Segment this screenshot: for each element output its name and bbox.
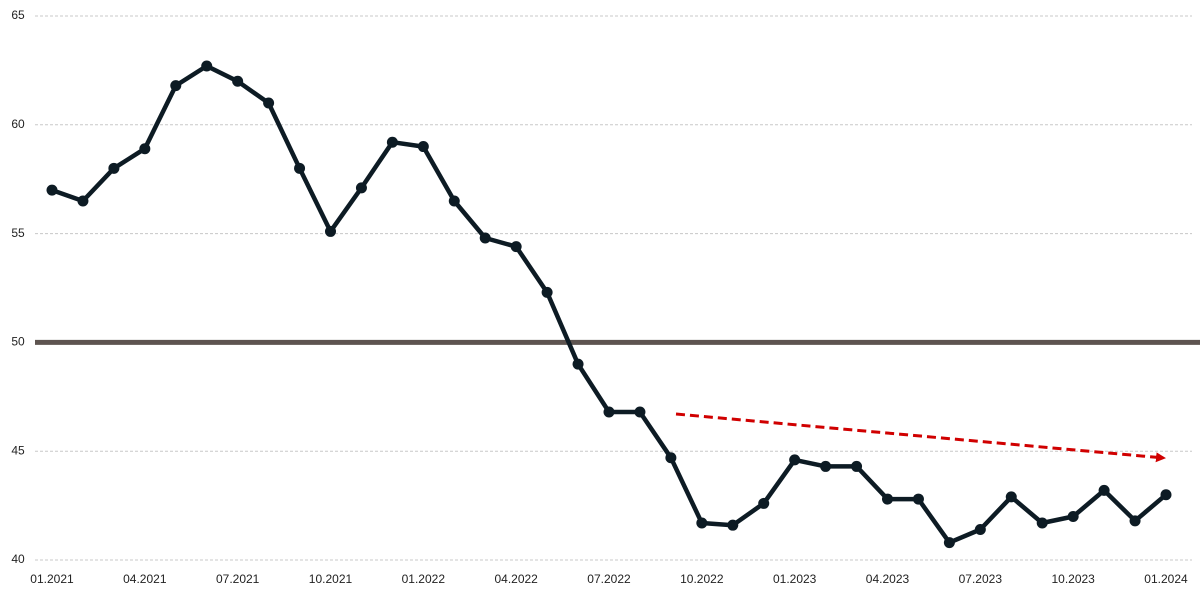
data-line [51, 63, 1168, 545]
data-point [603, 406, 615, 418]
x-tick-label: 01.2022 [402, 572, 446, 586]
y-tick-label: 60 [11, 117, 25, 131]
data-point [943, 537, 955, 549]
grid: 40 45 50 55 60 65 01.2021 04.2021 07.2021 10.2021… [11, 8, 1192, 586]
x-tick-label: 04.2023 [866, 572, 910, 586]
y-tick-label: 45 [11, 443, 25, 457]
data-point [386, 136, 398, 148]
x-tick-label: 10.2021 [309, 572, 353, 586]
data-point [1036, 517, 1048, 529]
trend-arrow [675, 412, 1166, 463]
data-point [510, 241, 522, 253]
y-tick-label: 40 [11, 552, 25, 566]
data-point [974, 524, 986, 536]
x-tick-label: 07.2023 [959, 572, 1003, 586]
data-point [46, 184, 58, 196]
data-point [417, 141, 429, 153]
x-tick-label: 07.2022 [587, 572, 631, 586]
x-tick-label: 04.2021 [123, 572, 167, 586]
data-point [1067, 510, 1079, 522]
data-point [1160, 489, 1172, 501]
y-tick-label: 50 [11, 335, 25, 349]
x-tick-label: 10.2023 [1051, 572, 1095, 586]
data-point [479, 232, 491, 244]
data-point [665, 452, 677, 464]
data-point [696, 517, 708, 529]
data-point [851, 460, 863, 472]
data-point [820, 460, 832, 472]
data-point [170, 80, 182, 92]
x-tick-label: 01.2023 [773, 572, 817, 586]
data-point [572, 358, 584, 370]
x-tick-label: 04.2022 [494, 572, 538, 586]
data-point [263, 97, 275, 109]
x-tick-label: 01.2024 [1144, 572, 1188, 586]
data-point [1005, 491, 1017, 503]
data-point [448, 195, 460, 207]
data-point [882, 493, 893, 505]
x-tick-label: 01.2021 [30, 572, 74, 586]
data-point [325, 225, 336, 237]
data-point [232, 75, 244, 87]
data-point [201, 60, 213, 72]
x-tick-label: 07.2021 [216, 572, 260, 586]
x-tick-label: 10.2022 [680, 572, 724, 586]
data-point [789, 454, 801, 466]
data-point [108, 162, 120, 174]
data-point [758, 497, 770, 509]
data-point [727, 519, 739, 531]
y-tick-label: 55 [11, 226, 25, 240]
data-point [139, 143, 151, 155]
data-point [294, 162, 306, 174]
data-point [541, 286, 553, 298]
data-point [634, 406, 646, 418]
y-tick-label: 65 [11, 8, 25, 22]
data-point [1098, 484, 1110, 496]
data-point [355, 182, 367, 194]
plot [46, 60, 1172, 549]
data-point [912, 493, 924, 505]
data-point [1129, 515, 1141, 527]
data-point [77, 195, 89, 207]
